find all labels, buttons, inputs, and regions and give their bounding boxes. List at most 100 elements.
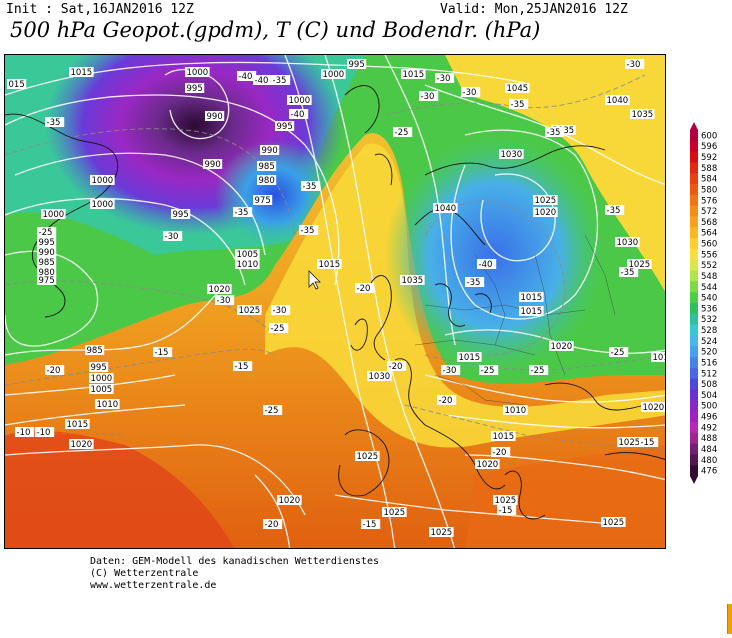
isobar-label-box <box>257 161 277 171</box>
isobar-label-box <box>433 203 458 213</box>
temperature-label-box <box>387 361 407 371</box>
isobar-label-box <box>491 431 516 441</box>
isobar-label: 1020 <box>209 285 231 295</box>
temperature-label-box <box>237 71 257 81</box>
temperature-label-box <box>253 75 273 85</box>
isobar-label: 1000 <box>43 210 65 220</box>
isobar-label: 1030 <box>617 238 639 248</box>
valid-time: Valid: Mon,25JAN2016 12Z <box>440 2 628 17</box>
temperature-label-box <box>35 427 55 437</box>
legend-swatch <box>690 411 698 423</box>
legend-swatch <box>690 346 698 358</box>
temperature-label-box <box>271 75 291 85</box>
isobar-label-box <box>237 305 262 315</box>
temperature-label-box <box>299 225 319 235</box>
temperature-label: -35 <box>621 268 635 278</box>
footer-url[interactable]: www.wetterzentrale.de <box>90 580 217 591</box>
legend-swatch <box>690 357 698 369</box>
isobar-label: 1020 <box>535 208 557 218</box>
footer-copyright: (C) Wetterzentrale <box>90 568 199 579</box>
legend-level-label: 556 <box>701 250 717 260</box>
isobar-label: 1020 <box>279 496 301 506</box>
legend-level-label: 496 <box>701 413 717 423</box>
isobar-label: 1025 <box>431 528 453 538</box>
isobar-label-box <box>615 237 640 247</box>
legend-swatch <box>690 400 698 412</box>
isobar-label: 995 <box>39 238 55 248</box>
isobar-label-box <box>235 259 260 269</box>
isobar-label: 1010 <box>237 260 259 270</box>
isobar-label-box <box>95 399 120 409</box>
legend-level-label: 592 <box>701 153 717 163</box>
temperature-label-box <box>215 295 235 305</box>
isobar-label: 1015 <box>319 260 341 270</box>
legend-level-label: 492 <box>701 423 717 433</box>
isobar-label-box <box>519 306 544 316</box>
temperature-label-box <box>529 365 549 375</box>
temperature-label: -25 <box>531 366 545 376</box>
legend-swatch <box>690 151 698 163</box>
isobar-label: 1025 <box>619 438 641 448</box>
isobar-label: 995 <box>91 363 107 373</box>
isobar-label-box <box>400 275 425 285</box>
temperature-label: -40 <box>291 110 305 120</box>
country-borders <box>414 234 616 406</box>
isobar-label: 1025 <box>384 508 406 518</box>
temperature-label-box <box>153 347 173 357</box>
isobar-label-box <box>185 67 210 77</box>
legend-level-label: 512 <box>701 369 717 379</box>
temperature-label: -20 <box>389 362 403 372</box>
isobar-label-box <box>549 341 574 351</box>
isobar-label: 1000 <box>187 68 209 78</box>
legend-swatch <box>690 421 698 434</box>
temperature-label-box <box>233 207 253 217</box>
temperature-label-box <box>269 323 289 333</box>
isobar-label: 980 <box>39 268 55 278</box>
temperature-label-box <box>491 447 511 457</box>
legend-level-label: 564 <box>701 229 717 239</box>
isobar-label-box <box>503 405 528 415</box>
isobar-label-box <box>475 459 500 469</box>
isobar-label-box <box>601 517 626 527</box>
isobar-label-box <box>533 207 558 217</box>
isobar-label: 1015 <box>403 70 425 80</box>
isobar-label-box <box>457 352 482 362</box>
isobar-label-box <box>185 83 205 93</box>
legend-swatch <box>690 227 698 239</box>
temperature-label: -35 <box>467 278 481 288</box>
isobar-label: 1020 <box>643 403 665 413</box>
temperature-label-box <box>45 117 65 127</box>
temperature-label-box <box>609 347 629 357</box>
temperature-label: -15 <box>363 520 377 530</box>
temperature-label-box <box>497 505 517 515</box>
isobar-label-box <box>89 373 114 383</box>
isobar-label: 1000 <box>92 200 114 210</box>
isobar-label: 1035 <box>402 276 424 286</box>
isobar-label-box <box>505 83 530 93</box>
temperature-label: -30 <box>421 92 435 102</box>
legend-level-label: 480 <box>701 456 717 466</box>
temperature-label: -20 <box>357 284 371 294</box>
temperature-label: -20 <box>439 396 453 406</box>
isobar-label-box <box>347 59 367 69</box>
legend-swatch <box>690 303 698 315</box>
isobar-label-box <box>37 267 57 277</box>
isobar-label-box <box>90 199 115 209</box>
temperature-label-box <box>393 127 413 137</box>
temperature-label-box <box>263 405 283 415</box>
legend-min-arrow <box>690 476 698 484</box>
isobar-label-box <box>367 371 392 381</box>
isobar-label-box <box>203 159 223 169</box>
temperature-label-box <box>639 437 659 447</box>
isobar-label-box <box>260 145 280 155</box>
temperature-label: -15 <box>155 348 169 358</box>
legend-swatch <box>690 248 698 261</box>
isobar-label: 1025 <box>629 260 651 270</box>
isobar-label-box <box>253 195 273 205</box>
isobar-label-box <box>617 437 642 447</box>
temperature-label: -25 <box>271 324 285 334</box>
temperature-label-box <box>605 205 625 215</box>
isobar-label: 1015 <box>521 293 543 303</box>
isobar-label-box <box>627 259 652 269</box>
temperature-label-box <box>437 395 457 405</box>
